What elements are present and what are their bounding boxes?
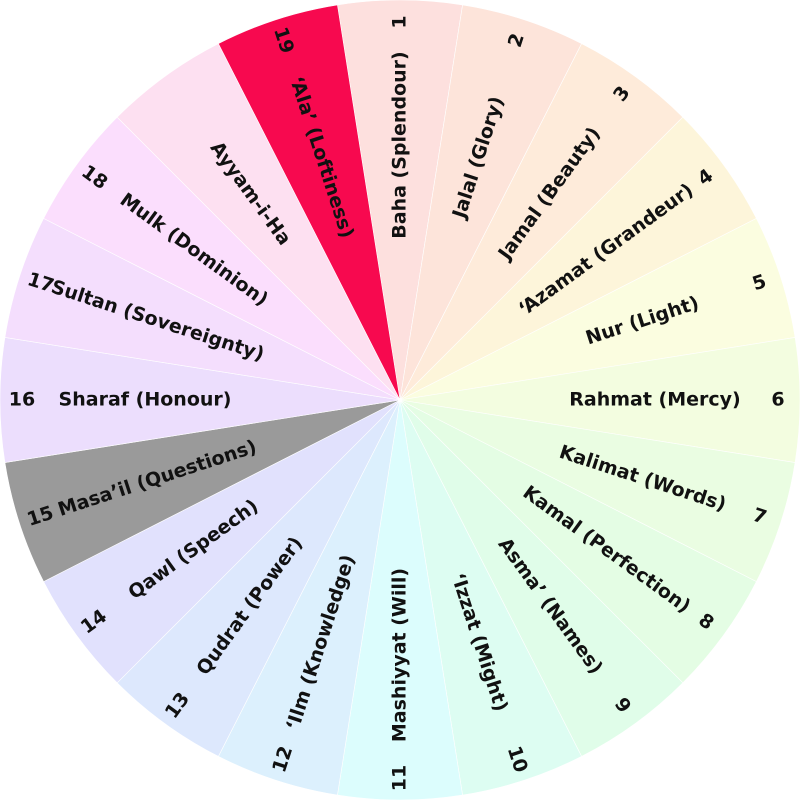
month-number: 16 <box>9 389 35 411</box>
month-name: Sharaf (Honour) <box>59 389 232 411</box>
segment <box>217 4 401 401</box>
month-number: 5 <box>750 270 769 295</box>
month-name: Baha (Splendour) <box>389 51 411 238</box>
month-name: Rahmat (Mercy) <box>569 389 740 411</box>
month-number: 11 <box>389 765 411 791</box>
month-name: Mashiyyat (Will) <box>389 568 411 742</box>
month-number: 1 <box>389 15 411 28</box>
month-number: 2 <box>504 31 529 50</box>
month-number: 7 <box>750 504 769 529</box>
month-number: 6 <box>771 389 784 411</box>
